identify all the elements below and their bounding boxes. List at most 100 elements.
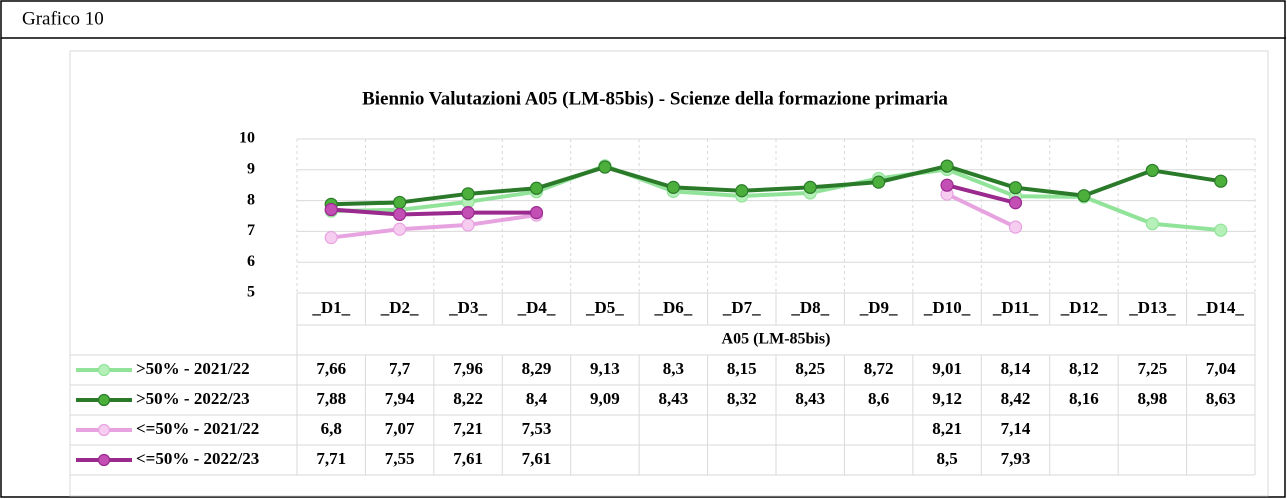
legend-label: >50% - 2022/23: [136, 389, 250, 408]
legend-label: <=50% - 2022/23: [136, 449, 259, 468]
x-tick-label: _D12_: [1060, 298, 1108, 317]
x-tick-label: _D9_: [859, 298, 898, 317]
x-tick-label: _D8_: [790, 298, 829, 317]
data-label: 7,07: [385, 419, 415, 438]
data-label: 6,8: [321, 419, 342, 438]
data-label: 8,42: [1001, 389, 1031, 408]
point: [461, 218, 475, 232]
point: [1145, 163, 1159, 178]
data-label: 7,93: [1001, 449, 1031, 468]
x-tick-label: _D3_: [448, 298, 487, 317]
data-label: 9,01: [932, 359, 962, 378]
data-label: 7,04: [1206, 359, 1236, 378]
data-label: 8,22: [453, 389, 483, 408]
data-label: 8,3: [663, 359, 684, 378]
y-tick-label: 10: [239, 130, 255, 147]
x-axis-label: A05 (LM-85bis): [722, 331, 831, 348]
data-label: 7,7: [389, 359, 411, 378]
data-label: 7,71: [316, 449, 346, 468]
x-tick-label: _D11_: [992, 298, 1039, 317]
data-label: 9,13: [590, 359, 620, 378]
y-tick-label: 7: [247, 222, 255, 239]
data-label: 7,53: [522, 419, 552, 438]
data-label: 8,6: [868, 389, 889, 408]
data-label: 8,12: [1069, 359, 1099, 378]
point: [1214, 223, 1228, 237]
data-label: 8,43: [658, 389, 688, 408]
point: [803, 180, 817, 194]
data-label: 8,32: [727, 389, 757, 408]
data-label: 8,14: [1001, 359, 1031, 378]
data-label: 8,15: [727, 359, 757, 378]
x-tick-label: _D14_: [1197, 298, 1245, 317]
legend-label: >50% - 2021/22: [136, 359, 250, 378]
x-tick-label: _D2_: [380, 298, 419, 317]
legend-marker: [97, 393, 111, 407]
data-label: 7,94: [385, 389, 415, 408]
data-label: 8,25: [795, 359, 825, 378]
x-tick-label: _D5_: [585, 298, 624, 317]
point: [1214, 174, 1228, 188]
point: [940, 159, 954, 173]
point: [940, 178, 954, 192]
data-label: 7,61: [453, 449, 483, 468]
data-label: 8,4: [526, 389, 548, 408]
series-line: [331, 163, 1221, 233]
data-label: 7,66: [316, 359, 346, 378]
x-tick-label: _D7_: [722, 298, 761, 317]
point: [324, 230, 338, 245]
data-label: 8,63: [1206, 389, 1236, 408]
chart-title: Biennio Valutazioni A05 (LM-85bis) - Sci…: [362, 88, 948, 109]
data-label: 7,21: [453, 419, 483, 438]
series-line: [330, 192, 1017, 240]
data-label: 7,25: [1137, 359, 1167, 378]
data-label: 8,5: [936, 449, 957, 468]
point: [1008, 196, 1023, 210]
x-tick-label: _D4_: [517, 298, 556, 317]
point: [461, 206, 475, 220]
point: [1008, 220, 1023, 234]
legend-label: <=50% - 2021/22: [136, 419, 259, 438]
point: [1145, 217, 1159, 231]
series-line: [331, 183, 1016, 217]
chart-area: [69, 50, 1269, 497]
data-label: 7,61: [522, 449, 552, 468]
data-label: 7,96: [453, 359, 483, 378]
y-tick-label: 5: [247, 284, 255, 301]
data-label: 7,88: [316, 389, 346, 408]
data-label: 8,16: [1069, 389, 1099, 408]
data-label: 9,12: [932, 389, 962, 408]
point: [393, 195, 407, 210]
x-tick-label: _D13_: [1128, 298, 1176, 317]
data-label: 8,43: [795, 389, 825, 408]
point: [666, 180, 680, 194]
y-tick-label: 8: [247, 191, 255, 208]
data-label: 8,98: [1137, 389, 1167, 408]
point: [1008, 181, 1023, 195]
x-tick-label: _D6_: [653, 298, 692, 317]
data-label: 8,21: [932, 419, 962, 438]
plot: [324, 159, 1228, 245]
y-tick-label: 9: [247, 160, 255, 177]
point: [735, 184, 749, 198]
series-line: [331, 164, 1222, 207]
point: [393, 222, 407, 236]
point: [529, 181, 544, 195]
data-label: 8,72: [864, 359, 894, 378]
x-tick-label: _D1_: [311, 298, 350, 317]
data-label: 7,55: [385, 449, 415, 468]
point: [872, 175, 886, 189]
data-label: 7,14: [1001, 419, 1031, 438]
y-tick-label: 6: [247, 253, 255, 270]
point: [461, 187, 475, 201]
data-label: 9,09: [590, 389, 620, 408]
data-label: 8,29: [522, 359, 552, 378]
header-title: Grafico 10: [22, 8, 104, 29]
point: [529, 206, 544, 220]
point: [324, 202, 338, 217]
x-tick-label: _D10_: [923, 298, 971, 317]
legend-marker: [97, 423, 111, 437]
